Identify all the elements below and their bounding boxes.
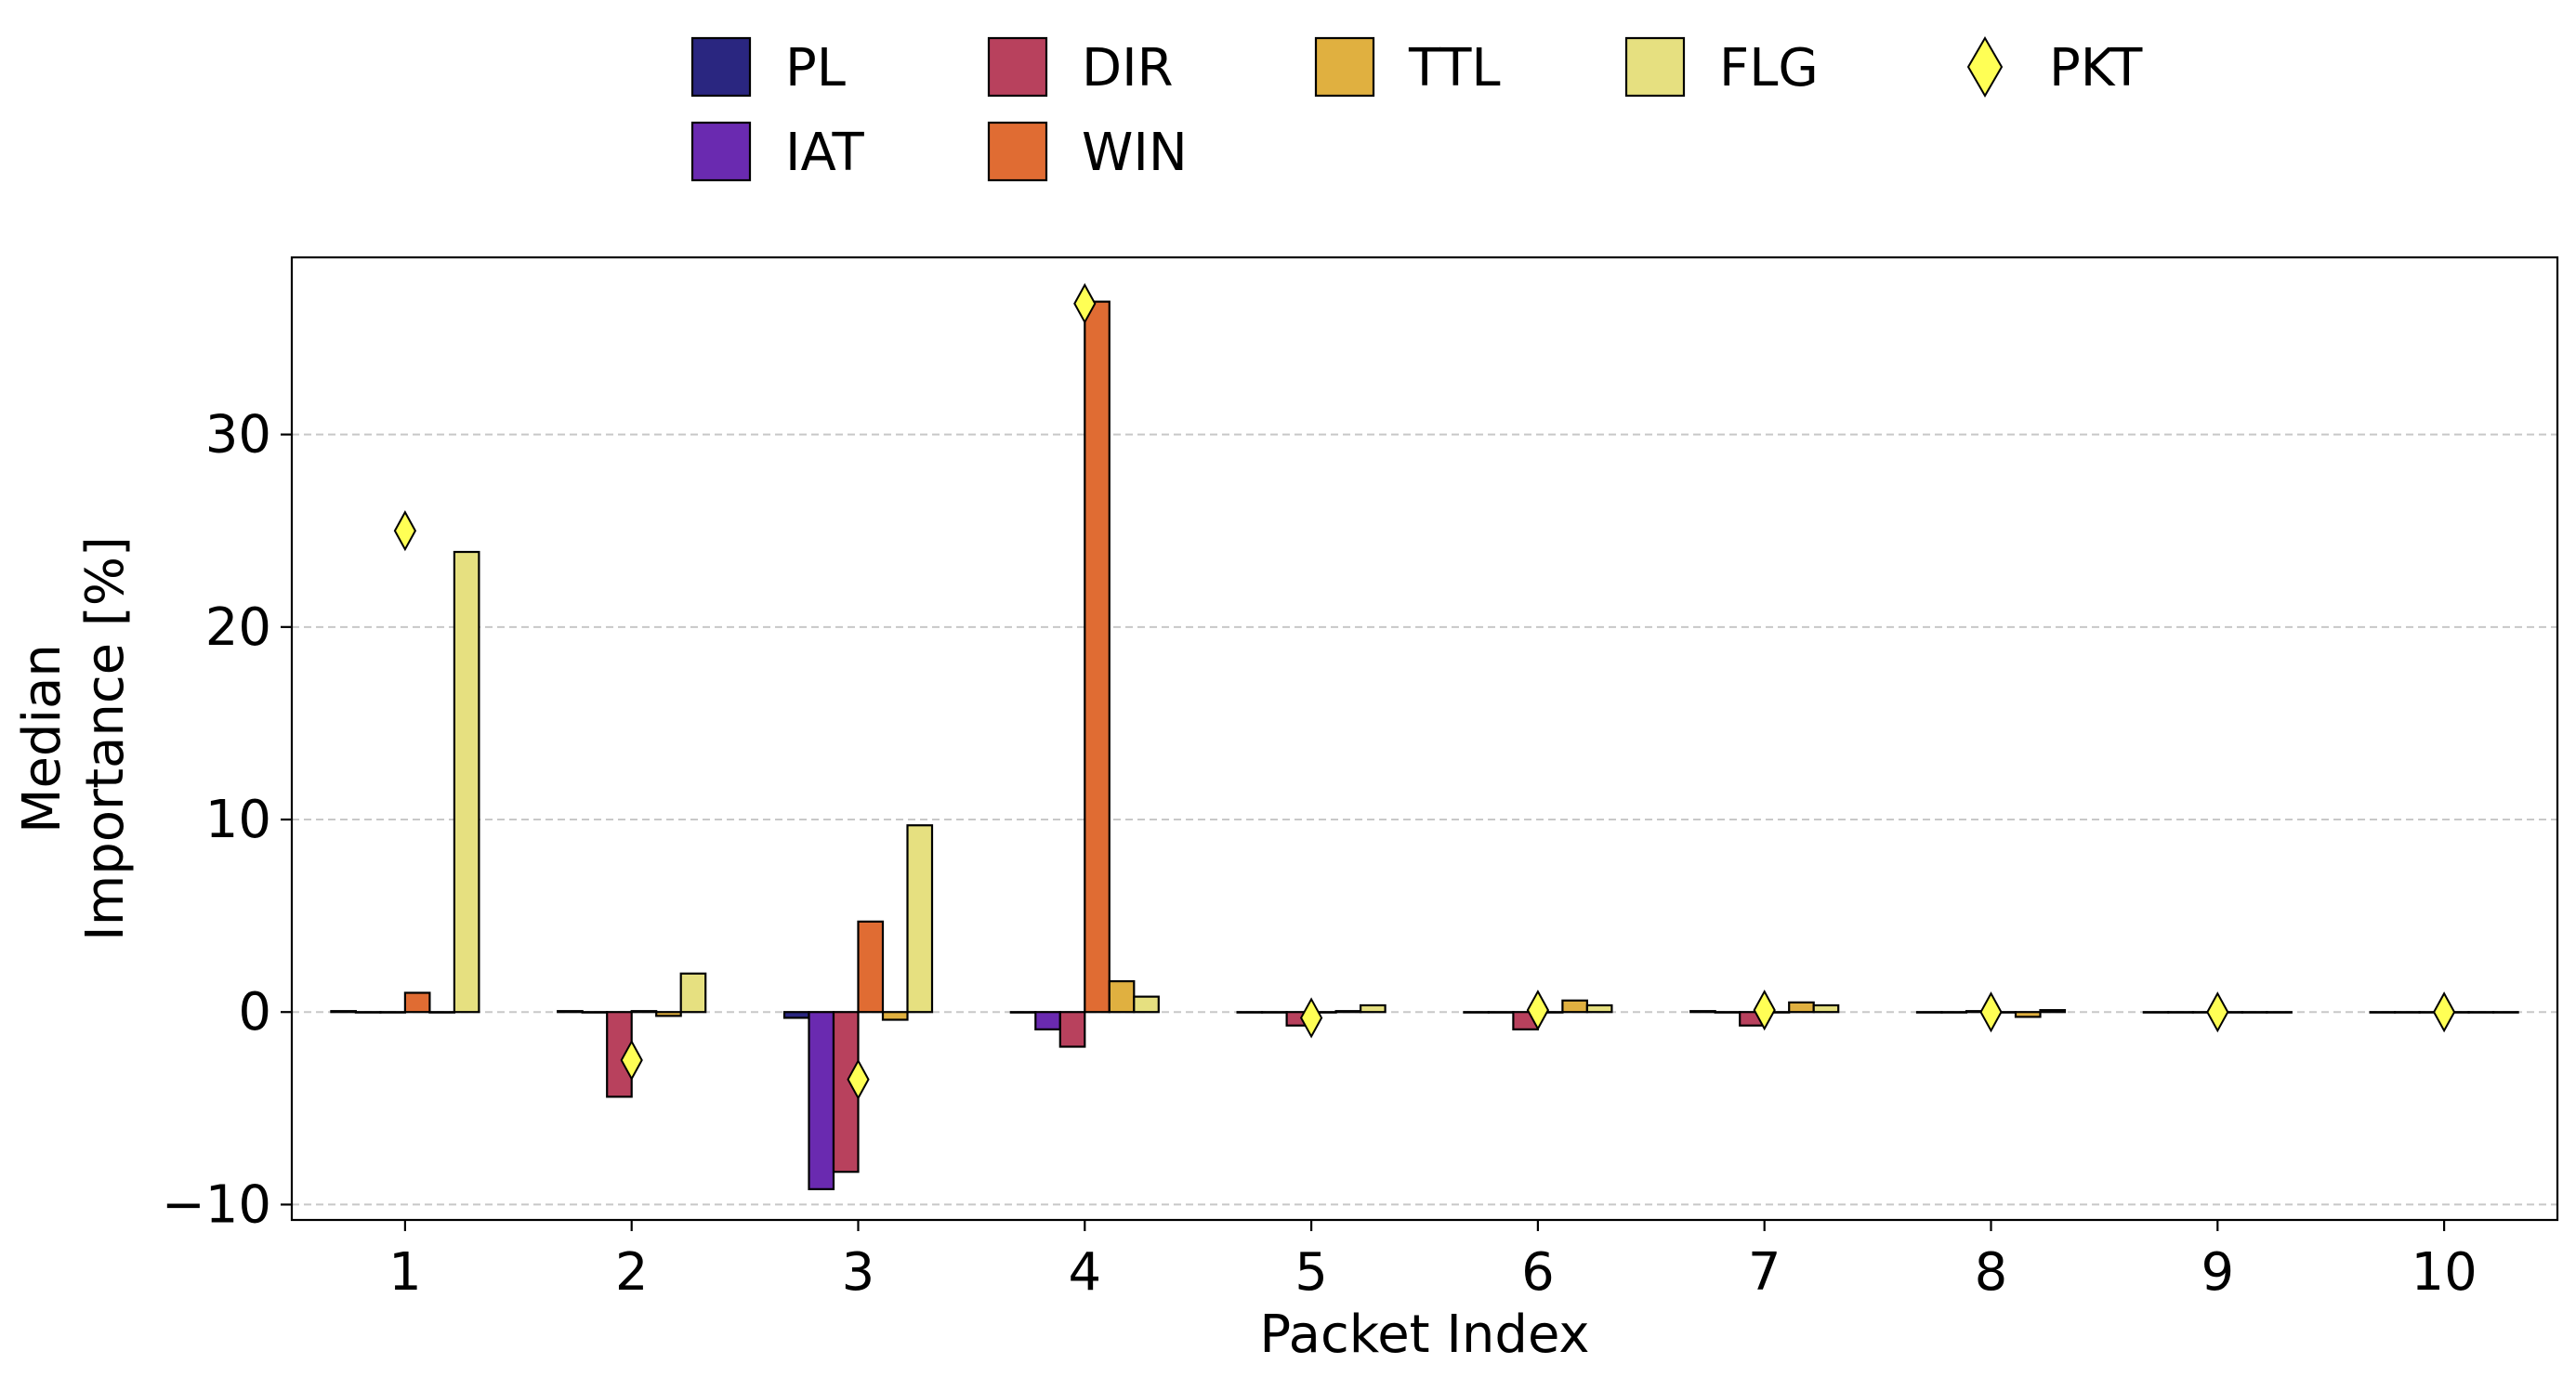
bar-flg (2266, 1011, 2293, 1014)
bar-win (1084, 300, 1111, 1014)
x-tick-label: 6 (1521, 1242, 1555, 1303)
bar-iat (2167, 1011, 2194, 1014)
bar-flg (1359, 1003, 1387, 1014)
pkt-marker (1753, 990, 1776, 1031)
bar-flg (1585, 1003, 1613, 1014)
bar-iat (1034, 1011, 1061, 1030)
x-tick-label: 2 (615, 1242, 649, 1303)
bar-dir (379, 1011, 406, 1014)
legend: PL IAT DIR WIN TTL FLG PKT (690, 36, 2143, 183)
x-tick-label: 9 (2201, 1242, 2234, 1303)
bar-flg (2492, 1011, 2519, 1014)
bar-iat (1260, 1011, 1288, 1014)
pkt-marker (1073, 282, 1097, 324)
pkt-marker (1979, 991, 2003, 1033)
legend-label-ttl: TTL (1408, 38, 1501, 98)
bar-ttl (881, 1011, 909, 1021)
legend-label-pl: PL (785, 38, 846, 98)
pkt-marker (2206, 991, 2229, 1033)
legend-swatch-iat (690, 121, 752, 182)
bar-ttl (1561, 999, 1589, 1014)
bar-iat (581, 1011, 609, 1014)
bar-flg (679, 972, 707, 1014)
legend-swatch-dir (987, 36, 1048, 98)
bar-flg (453, 550, 480, 1014)
bar-pl (1689, 1010, 1716, 1014)
y-axis-title: MedianImportance [%] (12, 536, 136, 941)
bar-win (857, 920, 885, 1014)
bar-iat (808, 1011, 835, 1190)
bar-win (630, 1010, 658, 1014)
bar-flg (1812, 1003, 1840, 1014)
bar-pl (2369, 1011, 2397, 1014)
bar-ttl (428, 1011, 455, 1014)
bar-dir (1058, 1011, 1086, 1048)
legend-label-win: WIN (1082, 123, 1188, 183)
legend-label-dir: DIR (1082, 38, 1174, 98)
x-tick-label: 5 (1295, 1242, 1328, 1303)
bar-pl (1463, 1011, 1491, 1014)
bar-ttl (655, 1011, 682, 1017)
pkt-marker (847, 1058, 870, 1100)
bar-iat (2394, 1011, 2421, 1014)
x-tick-label: 1 (388, 1242, 422, 1303)
axes: −10 0 10 20 30 1 2 3 4 5 6 7 8 9 10 Packet Index MedianI… (12, 256, 2559, 1365)
pkt-marker (1526, 990, 1550, 1031)
y-tick-label: 10 (205, 790, 271, 850)
x-tick-label: 4 (1068, 1242, 1101, 1303)
pkt-marker (1299, 997, 1323, 1039)
bar-ttl (2241, 1011, 2268, 1014)
x-tick-label: 10 (2411, 1242, 2477, 1303)
y-axis-title-line: Importance [%] (75, 536, 136, 941)
bar-ttl (1334, 1010, 1362, 1014)
x-tick-label: 8 (1975, 1242, 2008, 1303)
bar-pl (557, 1010, 584, 1014)
legend-swatch-pl (690, 36, 752, 98)
bar-pl (1009, 1011, 1037, 1014)
x-axis-title: Packet Index (1259, 1305, 1589, 1365)
bar-ttl (2014, 1011, 2042, 1018)
bar-pl (2142, 1011, 2170, 1014)
bar-flg (1133, 995, 1160, 1014)
bar-iat (1940, 1011, 1968, 1014)
plot-frame (290, 256, 2559, 1222)
y-tick-label: 30 (205, 405, 271, 466)
legend-swatch-pkt (1966, 36, 2004, 98)
legend-swatch-win (987, 121, 1048, 182)
pkt-marker (620, 1039, 643, 1082)
bar-win (403, 991, 431, 1014)
y-tick-label: 0 (238, 982, 271, 1042)
bar-ttl (1788, 1001, 1815, 1014)
y-tick-label: −10 (162, 1174, 271, 1235)
legend-swatch-flg (1624, 36, 1686, 98)
bar-iat (354, 1011, 382, 1014)
bar-pl (782, 1011, 810, 1019)
bar-ttl (1108, 979, 1136, 1014)
bar-iat (1487, 1011, 1515, 1014)
legend-label-iat: IAT (785, 123, 864, 183)
bar-flg (906, 824, 934, 1014)
bar-pl (1915, 1011, 1943, 1014)
bar-ttl (2467, 1011, 2495, 1014)
x-tick-label: 3 (842, 1242, 875, 1303)
bar-flg (2039, 1009, 2067, 1014)
legend-label-flg: FLG (1719, 38, 1819, 98)
bar-iat (1714, 1011, 1741, 1014)
bar-pl (1236, 1011, 1264, 1014)
legend-swatch-ttl (1314, 36, 1375, 98)
pkt-marker (393, 510, 417, 552)
x-tick-label: 7 (1748, 1242, 1781, 1303)
bar-pl (330, 1010, 357, 1014)
legend-label-pkt: PKT (2049, 38, 2143, 98)
y-tick-label: 20 (205, 597, 271, 658)
pkt-markers (393, 282, 2456, 1100)
pkt-marker (2432, 991, 2456, 1033)
bars (330, 300, 2519, 1190)
y-axis-title-line: Median (12, 644, 72, 833)
